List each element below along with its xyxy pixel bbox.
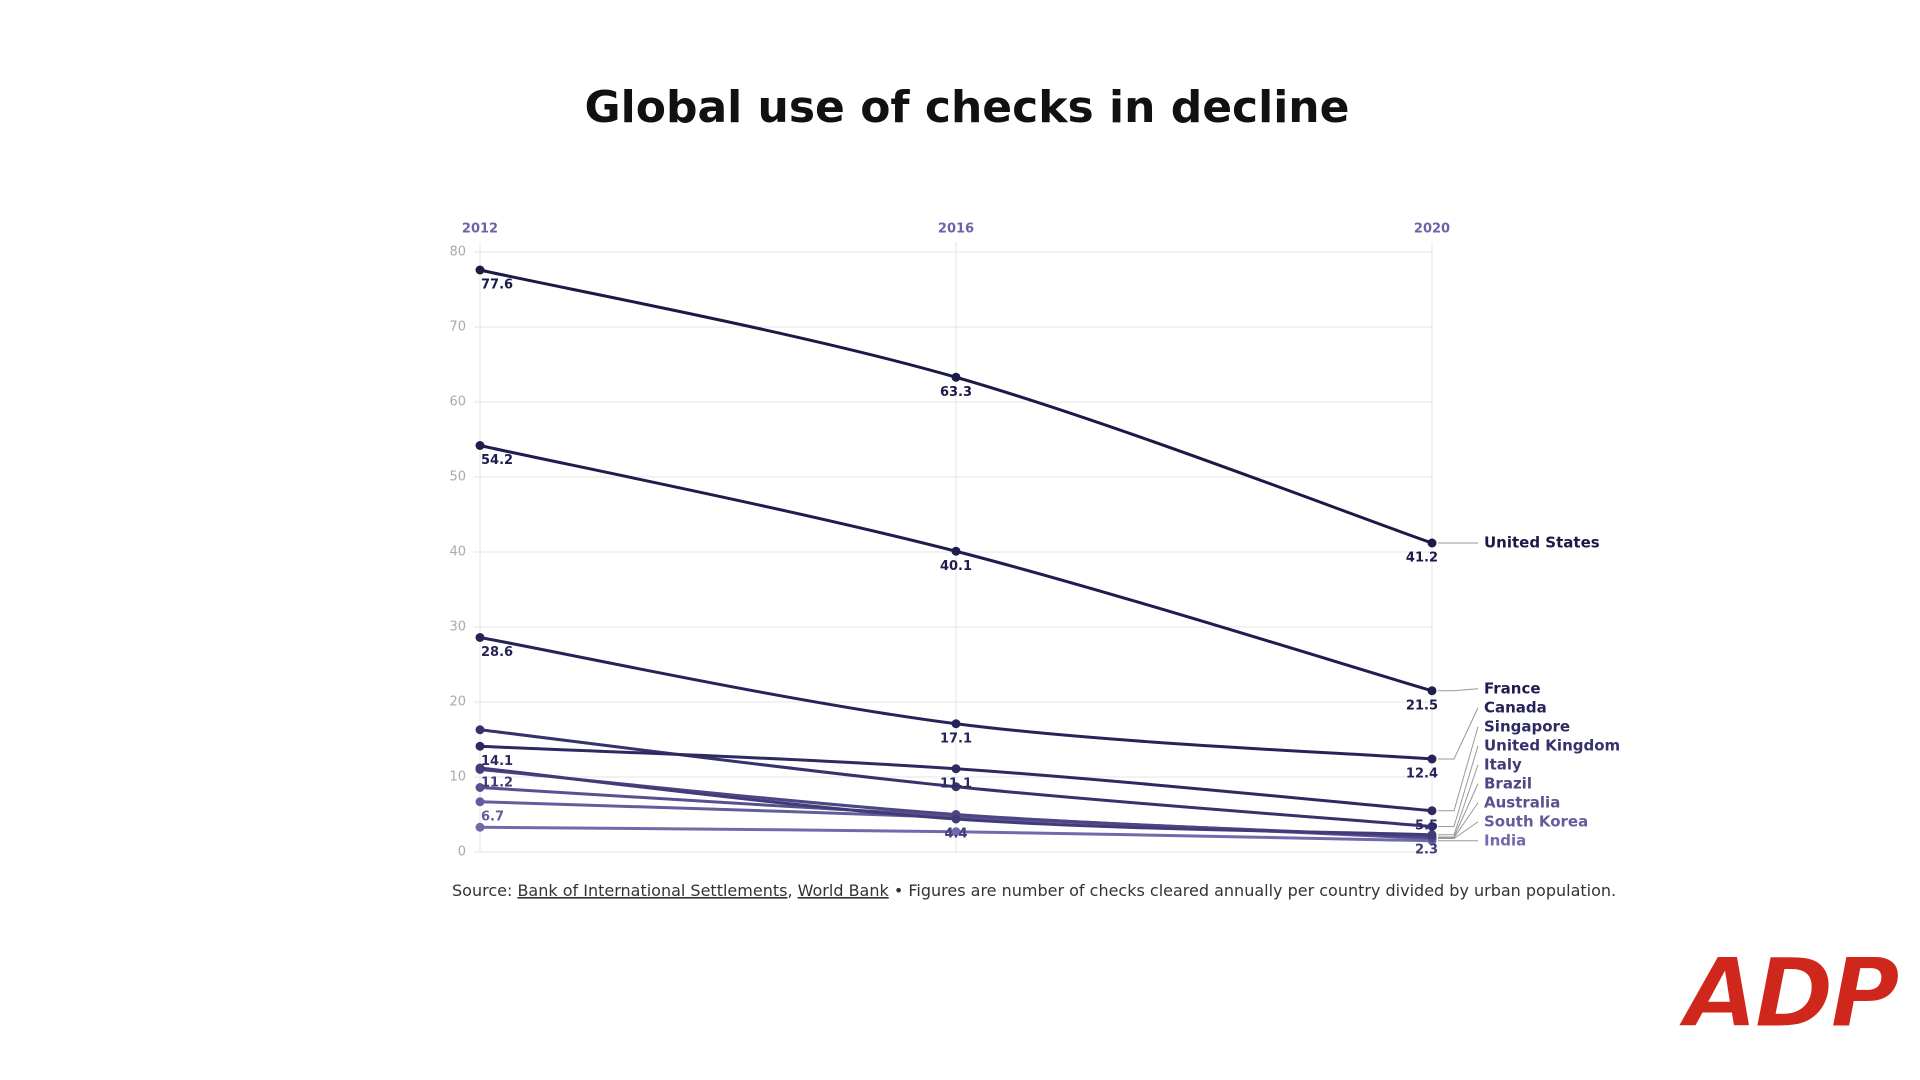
data-point xyxy=(951,827,961,837)
value-label: 11.1 xyxy=(940,776,972,791)
data-point xyxy=(475,633,485,642)
leader-line xyxy=(1438,821,1479,839)
data-point xyxy=(951,814,961,824)
series-label: United States xyxy=(1484,534,1600,552)
series-label: Canada xyxy=(1484,698,1547,716)
value-label: 5.5 xyxy=(1415,818,1438,833)
logo-text: ADP xyxy=(1677,937,1900,1049)
value-label: 40.1 xyxy=(940,559,972,574)
value-label: 2.3 xyxy=(1415,842,1438,857)
leader-line xyxy=(1438,707,1479,760)
source-link[interactable]: World Bank xyxy=(798,881,890,900)
series-label: Brazil xyxy=(1484,774,1532,792)
data-point xyxy=(475,822,485,832)
source: Source: Bank of International Settlement… xyxy=(452,881,1616,900)
data-point xyxy=(475,741,485,751)
source-link[interactable]: Bank of International Settlements xyxy=(517,881,787,900)
data-point xyxy=(475,265,485,275)
data-point xyxy=(475,797,485,807)
y-tick-label: 70 xyxy=(449,320,466,335)
data-point xyxy=(1427,806,1437,816)
y-tick-label: 60 xyxy=(449,395,466,410)
value-label: 54.2 xyxy=(481,453,513,468)
series-label: India xyxy=(1484,831,1526,849)
x-tick-label: 2012 xyxy=(462,222,498,237)
value-label: 63.3 xyxy=(940,385,972,400)
leader-line xyxy=(1438,688,1479,692)
value-label: 4.4 xyxy=(944,827,967,842)
logo: ADP xyxy=(1676,936,1905,1050)
value-label: 14.1 xyxy=(481,754,513,769)
source-prefix: Source: xyxy=(452,881,512,900)
value-label: 17.1 xyxy=(940,731,972,746)
value-label: 12.4 xyxy=(1406,767,1438,782)
series-label: Italy xyxy=(1484,755,1522,773)
data-point xyxy=(951,782,961,792)
series-label: United Kingdom xyxy=(1484,736,1620,754)
value-label: 28.6 xyxy=(481,645,513,660)
x-tick-label: 2020 xyxy=(1414,222,1450,237)
data-point xyxy=(1427,538,1437,548)
data-point xyxy=(951,764,961,774)
data-point xyxy=(951,719,961,729)
series-label: Singapore xyxy=(1484,717,1570,735)
y-tick-label: 40 xyxy=(449,545,466,560)
chart-title: Global use of checks in decline xyxy=(585,82,1350,133)
y-tick-label: 0 xyxy=(458,845,466,860)
data-point xyxy=(475,783,485,792)
leader-line xyxy=(1438,764,1479,836)
series-label: France xyxy=(1484,679,1541,697)
x-tick-label: 2016 xyxy=(938,222,974,237)
y-tick-label: 30 xyxy=(449,620,466,635)
value-label: 11.2 xyxy=(481,776,513,791)
leader-line xyxy=(1438,802,1479,839)
value-label: 6.7 xyxy=(481,809,504,824)
data-point xyxy=(1427,830,1437,840)
value-label: 21.5 xyxy=(1406,698,1438,713)
series-label: Australia xyxy=(1484,793,1560,811)
data-point xyxy=(1427,754,1437,764)
y-tick-label: 10 xyxy=(449,770,466,785)
leader-line xyxy=(1438,745,1479,827)
series-label: South Korea xyxy=(1484,812,1588,830)
leader-line xyxy=(1438,726,1479,812)
data-point xyxy=(475,763,485,773)
data-point xyxy=(475,725,485,735)
value-label: 41.2 xyxy=(1406,551,1438,566)
source-separator: , xyxy=(787,881,792,900)
y-tick-label: 20 xyxy=(449,695,466,710)
data-point xyxy=(951,372,961,382)
data-point xyxy=(951,546,961,556)
y-tick-label: 50 xyxy=(449,470,466,485)
source-note: • Figures are number of checks cleared a… xyxy=(894,881,1616,900)
data-point xyxy=(1427,822,1437,831)
y-tick-label: 80 xyxy=(449,245,466,260)
data-point xyxy=(1427,686,1437,696)
value-label: 77.6 xyxy=(481,278,513,293)
data-point xyxy=(475,441,485,450)
